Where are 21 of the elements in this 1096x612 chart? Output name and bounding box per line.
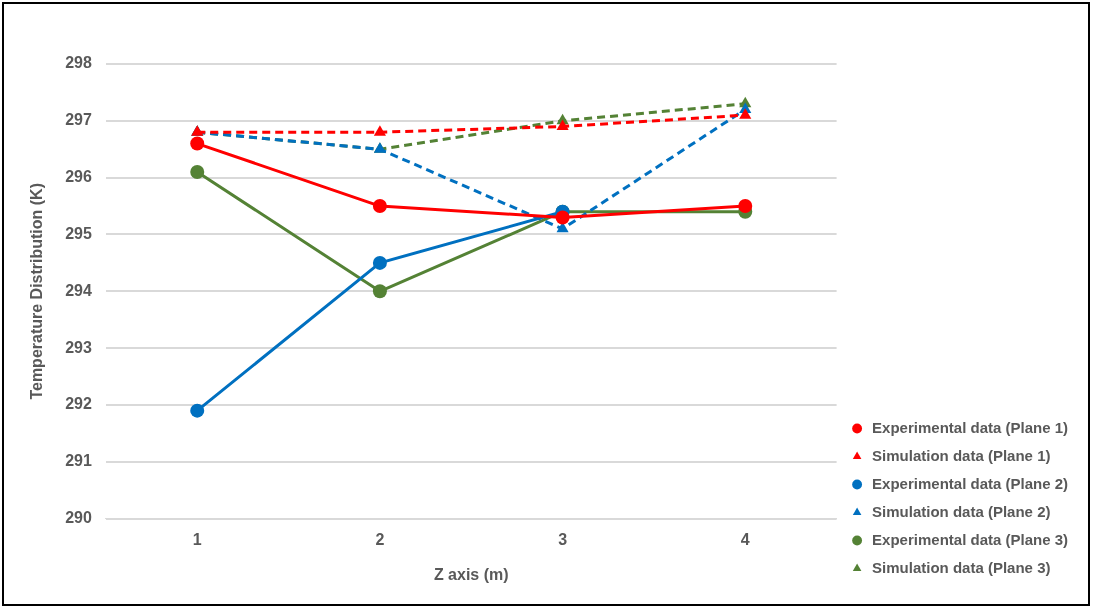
x-tick-label: 4 (740, 530, 750, 548)
y-tick-label: 297 (65, 111, 92, 129)
x-axis-title: Z axis (m) (433, 565, 509, 583)
y-tick-label: 296 (65, 168, 92, 186)
x-tick-label: 2 (375, 530, 385, 548)
y-tick-label: 292 (65, 395, 92, 413)
x-tick-label: 3 (558, 530, 568, 548)
y-tick-label: 295 (65, 224, 92, 242)
legend-label: Experimental data (Plane 3) (872, 530, 1069, 548)
x-tick-label: 1 (192, 530, 202, 548)
y-tick-label: 293 (65, 338, 92, 356)
y-tick-label: 298 (65, 54, 92, 72)
y-tick-label: 290 (65, 509, 92, 527)
legend-label: Simulation data (Plane 2) (872, 502, 1051, 520)
legend-label: Experimental data (Plane 1) (872, 418, 1069, 436)
legend-label: Simulation data (Plane 1) (872, 446, 1051, 464)
y-tick-label: 291 (65, 452, 92, 470)
legend-label: Simulation data (Plane 3) (872, 558, 1051, 576)
y-tick-label: 294 (65, 281, 92, 299)
legend-label: Experimental data (Plane 2) (872, 474, 1069, 492)
y-axis-title: Temperature Distribution (K) (28, 183, 46, 400)
